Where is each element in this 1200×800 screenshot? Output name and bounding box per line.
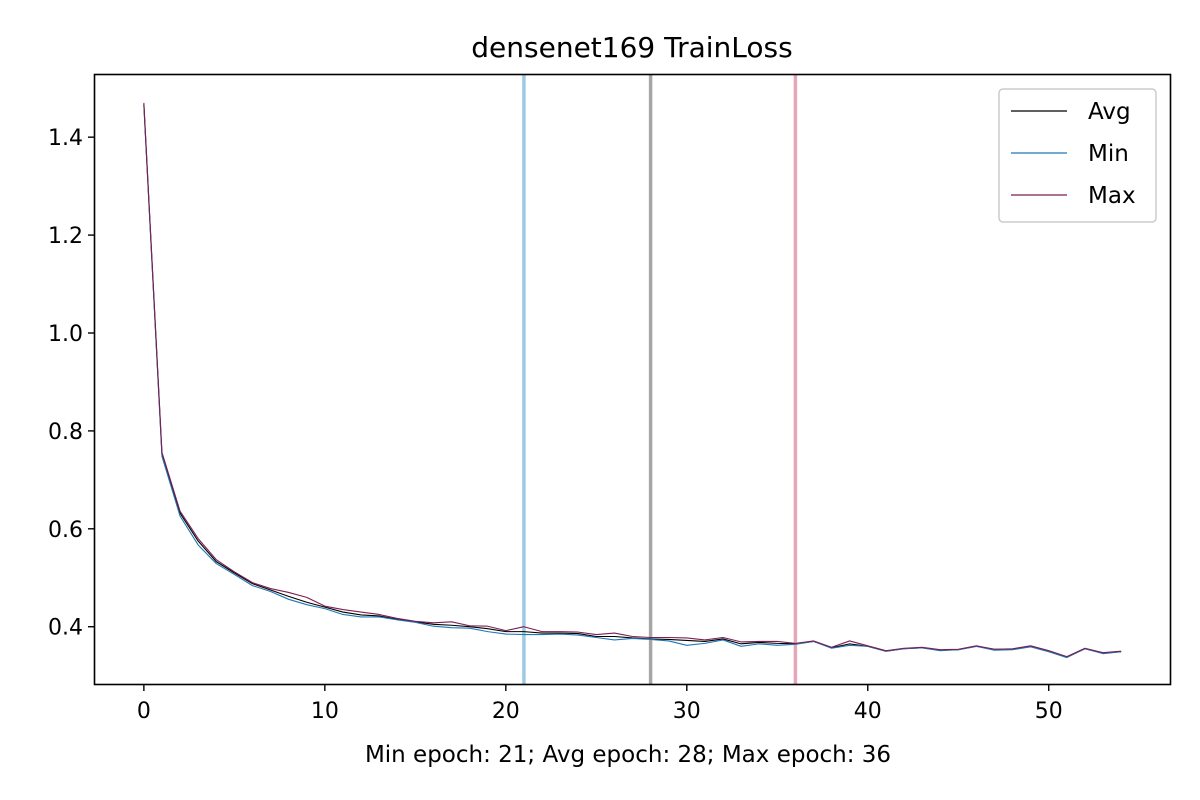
y-tick-label: 0.4 (48, 616, 83, 641)
plot-frame (93, 73, 1172, 686)
x-tick-label: 40 (854, 699, 882, 724)
x-tick-label: 0 (137, 699, 151, 724)
y-tick-label: 1.2 (48, 224, 83, 249)
y-tick-label: 1.0 (48, 322, 83, 347)
x-tick-label: 10 (311, 699, 339, 724)
series-line-max (143, 102, 1122, 658)
chart-title: densenet169 TrainLoss (471, 31, 792, 64)
x-tick-label: 20 (492, 699, 520, 724)
legend: Avg Min Max (998, 88, 1157, 223)
x-axis-label: Min epoch: 21; Avg epoch: 28; Max epoch:… (365, 742, 891, 768)
x-tick-label: 30 (673, 699, 701, 724)
legend-label-avg: Avg (1088, 99, 1131, 125)
x-tick-label: 50 (1035, 699, 1063, 724)
y-tick-label: 1.4 (48, 126, 83, 151)
y-tick-label: 0.8 (48, 420, 83, 445)
legend-label-min: Min (1088, 141, 1129, 167)
legend-frame (998, 88, 1157, 223)
y-tick-label: 0.6 (48, 518, 83, 543)
legend-label-max: Max (1088, 183, 1136, 209)
